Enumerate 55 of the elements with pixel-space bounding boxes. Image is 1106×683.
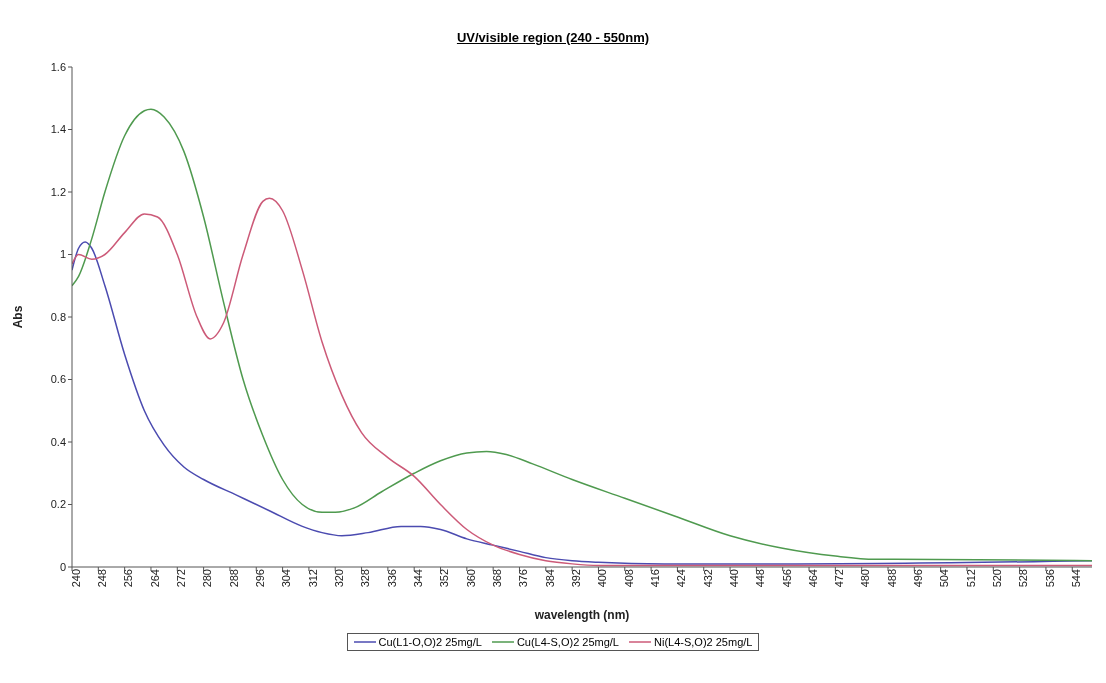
y-tick-label: 0.6 (50, 373, 66, 386)
x-tick-label: 336 (385, 569, 398, 588)
y-tick-label: 0.2 (50, 498, 66, 511)
x-tick-label: 320 (333, 569, 346, 588)
x-tick-label: 344 (412, 569, 424, 588)
x-tick-label: 304 (280, 569, 293, 588)
x-tick-label: 368 (490, 569, 503, 588)
x-tick-label: 240 (69, 569, 82, 588)
x-tick-label: 488 (885, 569, 898, 588)
chart-title: UV/visible region (240 - 550nm) (455, 30, 651, 45)
x-tick-label: 296 (254, 569, 267, 588)
y-tick-label: 0.8 (50, 310, 66, 323)
y-tick-label: 0.4 (50, 435, 66, 448)
y-tick-label: 1.4 (50, 123, 66, 136)
x-tick-label: 536 (1043, 569, 1056, 588)
x-tick-label: 520 (991, 569, 1004, 588)
x-axis-title: wavelength (nm) (533, 608, 630, 622)
x-tick-label: 288 (227, 569, 240, 588)
legend-label: Cu(L1-O,O)2 25mg/L (378, 636, 482, 648)
x-tick-label: 312 (306, 569, 319, 588)
x-tick-label: 376 (517, 569, 530, 588)
x-tick-label: 400 (596, 569, 609, 588)
y-tick-label: 1.2 (50, 185, 66, 198)
x-tick-label: 504 (938, 569, 951, 588)
legend-label: Ni(L4-S,O)2 25mg/L (654, 636, 753, 648)
x-tick-label: 392 (569, 569, 582, 588)
x-tick-label: 480 (859, 569, 872, 588)
line-series (72, 108, 1092, 562)
x-tick-label: 280 (201, 569, 214, 588)
x-tick-label: 360 (464, 569, 477, 588)
x-tick-label: 352 (438, 569, 451, 588)
x-tick-label: 456 (780, 569, 793, 588)
y-axis-title: Abs (11, 305, 26, 329)
x-tick-label: 408 (622, 569, 635, 588)
x-tick-label: 512 (964, 569, 977, 588)
x-tick-label: 448 (754, 569, 767, 588)
y-tick-label: 1 (59, 248, 66, 261)
x-tick-label: 272 (175, 569, 188, 588)
x-tick-label: 432 (701, 569, 714, 588)
x-tick-label: 424 (675, 569, 688, 588)
x-tick-label: 472 (833, 569, 846, 588)
y-tick-label: 1.6 (50, 60, 66, 73)
legend-label: Cu(L4-S,O)2 25mg/L (516, 636, 619, 648)
x-tick-label: 496 (912, 569, 925, 588)
x-tick-label: 416 (648, 569, 661, 588)
x-tick-label: 544 (1070, 569, 1083, 588)
x-tick-label: 264 (148, 569, 161, 588)
x-tick-label: 248 (96, 569, 109, 588)
x-tick-label: 328 (359, 569, 372, 588)
x-tick-label: 440 (727, 569, 740, 588)
x-tick-label: 256 (122, 569, 135, 588)
x-tick-label: 528 (1017, 569, 1030, 588)
y-tick-label: 0 (59, 560, 66, 573)
x-tick-label: 384 (543, 569, 556, 588)
x-tick-label: 464 (806, 569, 819, 588)
